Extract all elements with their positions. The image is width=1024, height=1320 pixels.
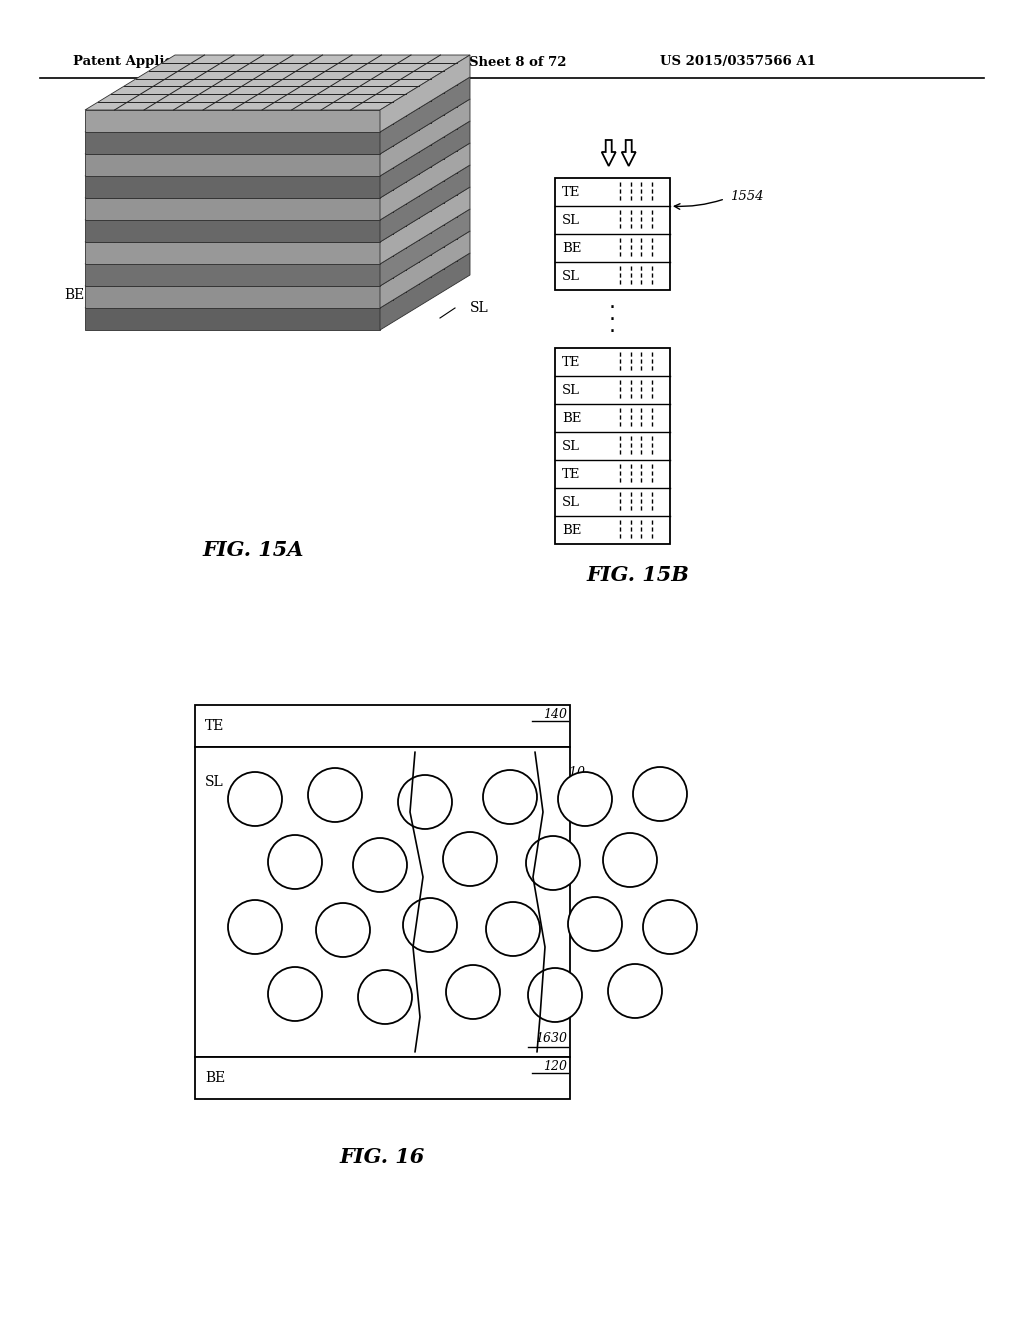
Circle shape: [443, 832, 497, 886]
Polygon shape: [380, 253, 470, 330]
Text: 1554: 1554: [730, 190, 764, 203]
Text: TE: TE: [562, 355, 581, 368]
Polygon shape: [85, 99, 470, 154]
Text: TE: TE: [562, 186, 581, 198]
Polygon shape: [85, 209, 470, 264]
Text: 1610: 1610: [553, 766, 585, 779]
Polygon shape: [380, 77, 470, 154]
Bar: [555, 348, 670, 544]
Polygon shape: [85, 176, 380, 198]
Polygon shape: [85, 242, 380, 264]
Circle shape: [446, 965, 500, 1019]
Polygon shape: [380, 143, 470, 220]
Polygon shape: [85, 231, 470, 286]
Polygon shape: [380, 55, 470, 132]
Circle shape: [228, 772, 282, 826]
Polygon shape: [85, 308, 380, 330]
Text: 1630: 1630: [535, 1032, 567, 1045]
Bar: [555, 178, 670, 290]
Polygon shape: [85, 110, 380, 132]
Circle shape: [633, 767, 687, 821]
Polygon shape: [380, 165, 470, 242]
Circle shape: [558, 772, 612, 826]
Text: BE: BE: [562, 242, 582, 255]
Circle shape: [358, 970, 412, 1024]
Text: TE: TE: [239, 199, 258, 213]
Polygon shape: [85, 253, 470, 308]
Polygon shape: [85, 220, 380, 242]
Circle shape: [268, 968, 322, 1020]
Text: BE: BE: [205, 1071, 225, 1085]
Polygon shape: [85, 286, 380, 308]
Polygon shape: [85, 264, 380, 286]
Circle shape: [403, 898, 457, 952]
Circle shape: [608, 964, 662, 1018]
Text: 140: 140: [543, 709, 567, 722]
Circle shape: [526, 836, 580, 890]
Text: FIG. 15B: FIG. 15B: [587, 565, 689, 585]
Text: Patent Application Publication: Patent Application Publication: [73, 55, 300, 69]
Bar: [195, 705, 570, 747]
Text: SL: SL: [562, 269, 580, 282]
Polygon shape: [602, 140, 615, 166]
Polygon shape: [85, 55, 470, 110]
Circle shape: [398, 775, 452, 829]
Text: SL: SL: [470, 301, 488, 315]
Bar: [195, 1057, 570, 1100]
Text: SL: SL: [562, 214, 580, 227]
Polygon shape: [380, 121, 470, 198]
Polygon shape: [380, 231, 470, 308]
Polygon shape: [85, 187, 470, 242]
Circle shape: [643, 900, 697, 954]
Polygon shape: [380, 187, 470, 264]
Circle shape: [316, 903, 370, 957]
Circle shape: [228, 900, 282, 954]
Polygon shape: [85, 143, 470, 198]
Text: ·: ·: [609, 310, 616, 330]
Circle shape: [308, 768, 362, 822]
Text: FIG. 15A: FIG. 15A: [203, 540, 304, 560]
Circle shape: [603, 833, 657, 887]
Text: BE: BE: [65, 288, 85, 302]
Circle shape: [483, 770, 537, 824]
Circle shape: [353, 838, 407, 892]
Polygon shape: [622, 140, 636, 166]
Text: BE: BE: [562, 412, 582, 425]
Polygon shape: [85, 165, 470, 220]
Text: Dec. 10, 2015  Sheet 8 of 72: Dec. 10, 2015 Sheet 8 of 72: [358, 55, 566, 69]
Text: SL: SL: [562, 384, 580, 396]
Text: TE: TE: [562, 467, 581, 480]
Circle shape: [486, 902, 540, 956]
Text: SL: SL: [205, 775, 224, 789]
Text: 120: 120: [543, 1060, 567, 1073]
Text: FIG. 16: FIG. 16: [340, 1147, 425, 1167]
Polygon shape: [85, 121, 470, 176]
Polygon shape: [380, 99, 470, 176]
Text: BE: BE: [562, 524, 582, 536]
Polygon shape: [85, 77, 470, 132]
Polygon shape: [85, 132, 380, 154]
Polygon shape: [85, 198, 380, 220]
Circle shape: [568, 898, 622, 950]
Text: ·: ·: [609, 298, 616, 318]
Text: US 2015/0357566 A1: US 2015/0357566 A1: [660, 55, 816, 69]
Polygon shape: [380, 209, 470, 286]
Text: SL: SL: [562, 495, 580, 508]
Text: TE: TE: [205, 719, 224, 733]
Circle shape: [528, 968, 582, 1022]
Text: SL: SL: [562, 440, 580, 453]
Polygon shape: [85, 154, 380, 176]
Bar: [195, 747, 570, 1057]
Text: ·: ·: [609, 322, 616, 342]
Circle shape: [268, 836, 322, 888]
